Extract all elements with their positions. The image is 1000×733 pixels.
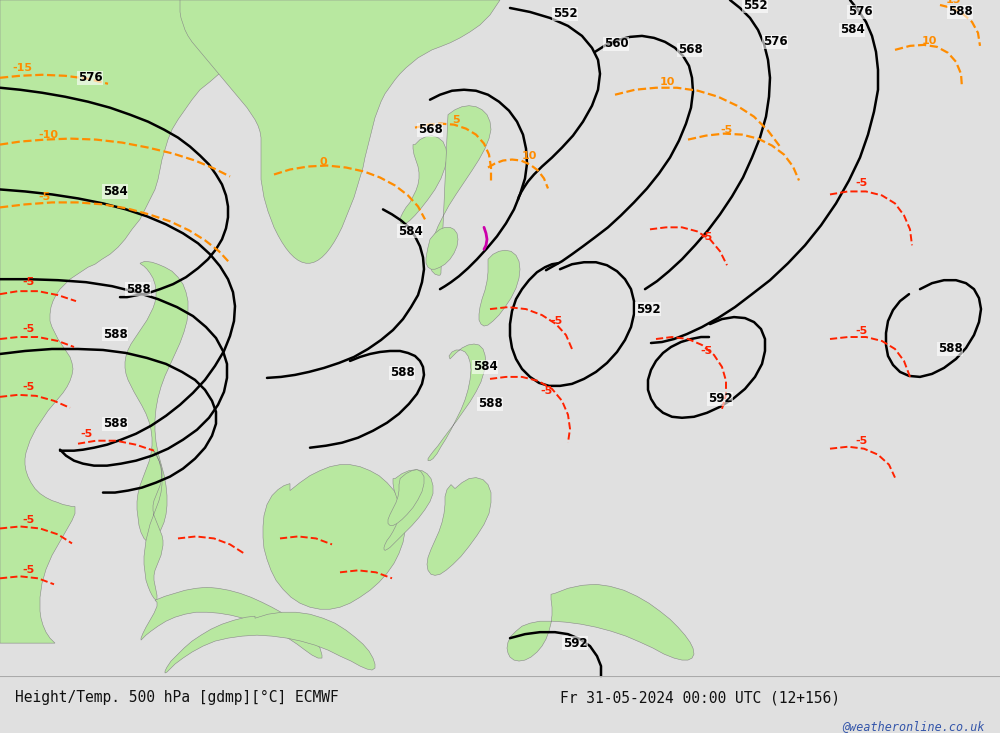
Text: -5: -5: [22, 277, 34, 287]
Polygon shape: [479, 250, 520, 326]
Polygon shape: [426, 227, 458, 269]
Text: 588: 588: [948, 5, 972, 18]
Polygon shape: [165, 612, 375, 673]
Text: -15: -15: [12, 63, 32, 73]
Text: 576: 576: [848, 5, 872, 18]
Text: 5: 5: [452, 114, 460, 125]
Text: 10: 10: [922, 36, 937, 46]
Polygon shape: [0, 0, 400, 643]
Text: 560: 560: [604, 37, 628, 51]
Text: @weatheronline.co.uk: @weatheronline.co.uk: [842, 720, 985, 733]
Polygon shape: [384, 470, 433, 550]
Text: Height/Temp. 500 hPa [gdmp][°C] ECMWF: Height/Temp. 500 hPa [gdmp][°C] ECMWF: [15, 690, 339, 705]
Polygon shape: [429, 106, 491, 275]
Text: 568: 568: [418, 123, 442, 136]
Text: 584: 584: [840, 23, 864, 37]
Text: -5: -5: [22, 324, 34, 334]
Text: 588: 588: [938, 342, 962, 356]
Text: 10: 10: [660, 77, 675, 86]
Text: -5: -5: [720, 125, 732, 135]
Polygon shape: [144, 449, 163, 600]
Text: 584: 584: [473, 361, 497, 373]
Text: 576: 576: [763, 35, 787, 48]
Text: -5: -5: [80, 429, 92, 439]
Text: 552: 552: [553, 7, 577, 21]
Text: 584: 584: [103, 185, 127, 198]
Text: -5: -5: [550, 316, 562, 326]
Text: 588: 588: [103, 417, 127, 430]
Polygon shape: [125, 261, 188, 542]
Polygon shape: [507, 584, 694, 661]
Text: -5: -5: [22, 382, 34, 392]
Text: -5: -5: [855, 326, 867, 336]
Polygon shape: [428, 344, 486, 460]
Polygon shape: [180, 0, 500, 263]
Text: 592: 592: [563, 637, 587, 649]
Polygon shape: [427, 478, 491, 575]
Text: 0: 0: [320, 157, 328, 166]
Text: 10: 10: [522, 150, 537, 161]
Polygon shape: [388, 470, 424, 526]
Polygon shape: [141, 587, 322, 658]
Text: -5: -5: [700, 346, 712, 356]
Text: -5: -5: [22, 565, 34, 575]
Polygon shape: [400, 136, 447, 224]
Text: 588: 588: [126, 283, 150, 295]
Text: 576: 576: [78, 71, 102, 84]
Text: -5: -5: [38, 193, 50, 202]
Text: Fr 31-05-2024 00:00 UTC (12+156): Fr 31-05-2024 00:00 UTC (12+156): [560, 690, 840, 705]
Text: 588: 588: [103, 328, 127, 341]
Text: -5: -5: [700, 232, 712, 243]
Text: -5: -5: [22, 515, 34, 526]
Text: 588: 588: [390, 366, 414, 380]
Text: 15: 15: [946, 0, 961, 5]
Text: 592: 592: [708, 392, 732, 405]
Text: 552: 552: [743, 0, 767, 12]
Text: -5: -5: [855, 435, 867, 446]
Text: 592: 592: [636, 303, 660, 316]
Text: -5: -5: [855, 178, 867, 188]
Text: 584: 584: [398, 225, 422, 237]
Text: 588: 588: [478, 397, 502, 410]
Text: 568: 568: [678, 43, 702, 56]
Polygon shape: [263, 465, 405, 609]
Text: -10: -10: [38, 130, 58, 139]
Text: -5: -5: [540, 386, 552, 396]
